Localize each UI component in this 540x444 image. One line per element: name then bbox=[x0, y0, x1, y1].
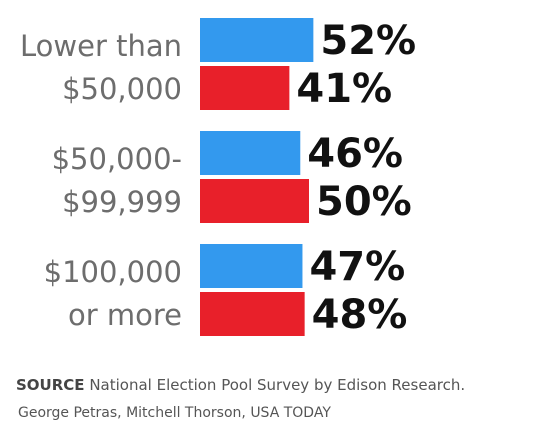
bar bbox=[200, 292, 305, 336]
value-label: 48% bbox=[312, 292, 408, 338]
category-label: $99,999 bbox=[62, 185, 182, 219]
value-label: 46% bbox=[307, 131, 403, 177]
bar bbox=[200, 179, 309, 223]
value-label: 52% bbox=[320, 18, 416, 64]
category-label: $50,000 bbox=[62, 72, 182, 106]
category-label: Lower than bbox=[20, 29, 182, 63]
source-label: SOURCE bbox=[16, 376, 85, 394]
value-label: 47% bbox=[309, 244, 405, 290]
credit-line: George Petras, Mitchell Thorson, USA TOD… bbox=[18, 405, 331, 421]
bar bbox=[200, 18, 314, 62]
source-text: National Election Pool Survey by Edison … bbox=[84, 376, 466, 394]
category-label: $100,000 bbox=[44, 255, 182, 289]
bar bbox=[200, 244, 303, 288]
value-label: 41% bbox=[296, 66, 392, 112]
bar bbox=[200, 131, 301, 175]
category-label: $50,000- bbox=[52, 142, 182, 176]
bar-chart: Lower than $50,000 52%41% $50,000- $99,999 46… bbox=[20, 18, 416, 338]
value-label: 50% bbox=[316, 179, 412, 225]
bar bbox=[200, 66, 290, 110]
category-label: or more bbox=[68, 298, 182, 332]
source-line: SOURCE National Election Pool Survey by … bbox=[16, 376, 465, 394]
